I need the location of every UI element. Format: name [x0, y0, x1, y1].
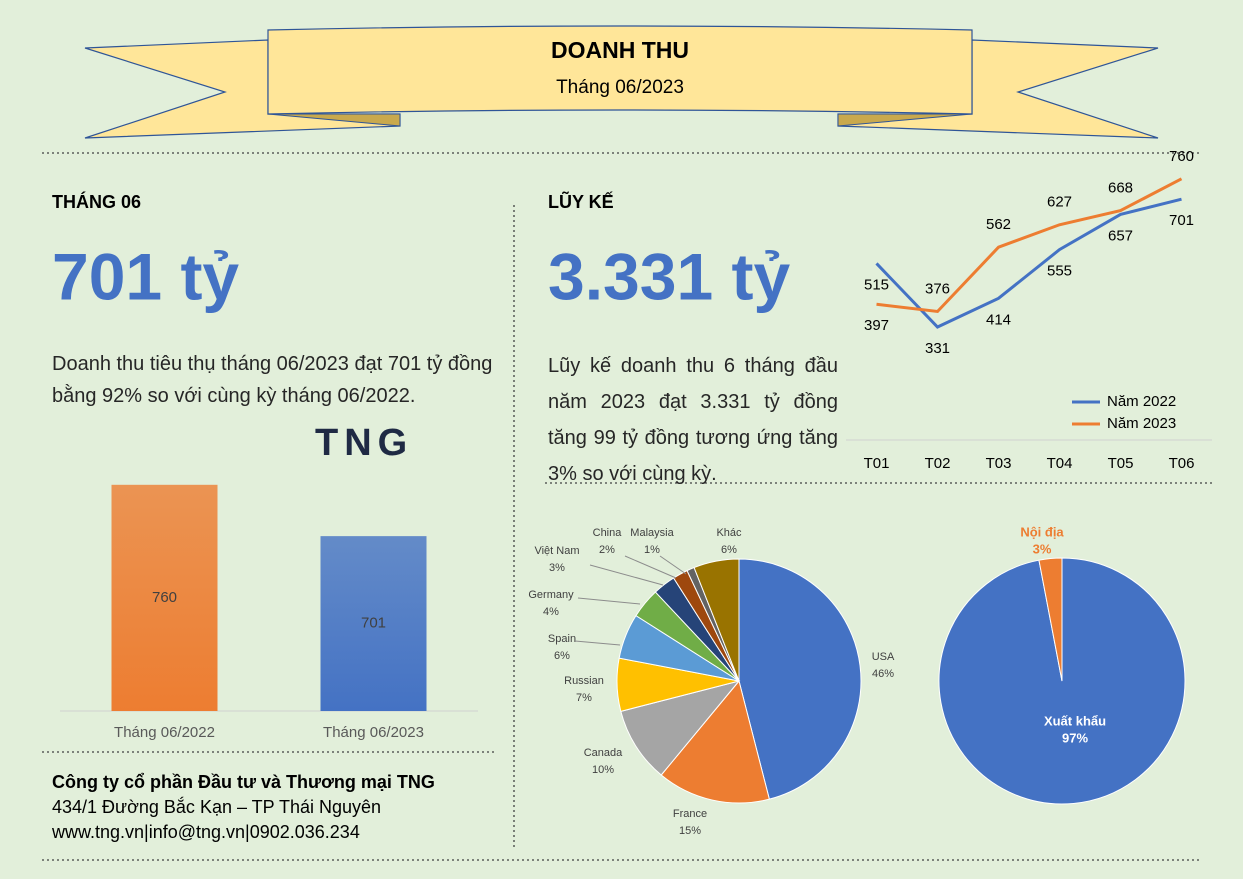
- pie-label: Khác: [716, 527, 742, 539]
- leader-line: [624, 555, 677, 579]
- pie-slice: [620, 680, 741, 776]
- data-label: 760: [1169, 148, 1194, 165]
- data-label: 627: [1047, 194, 1072, 211]
- pie-slice: [738, 558, 862, 800]
- address: 434/1 Đường Bắc Kạn – TP Thái Nguyên: [52, 796, 381, 817]
- logo: TNG: [315, 422, 413, 464]
- pie-value-label: 3%: [1033, 541, 1052, 556]
- banner: [84, 25, 1159, 139]
- pie-value-label: 46%: [872, 668, 894, 680]
- pie-label: Russian: [564, 675, 604, 687]
- data-label: 515: [864, 276, 889, 293]
- data-label: 760: [152, 589, 177, 606]
- kpi-value: 3.331 tỷ: [548, 239, 790, 313]
- data-label: 701: [361, 615, 386, 632]
- subtitle: Tháng 06/2023: [556, 77, 684, 98]
- pie-value-label: 3%: [549, 562, 565, 574]
- pie-label: Spain: [548, 633, 576, 645]
- pie-value-label: 7%: [576, 692, 592, 704]
- data-label: 414: [986, 311, 1011, 328]
- pie-label: Nội địa: [1020, 524, 1064, 539]
- pie-slice: [693, 558, 740, 682]
- legend-label: Năm 2023: [1107, 415, 1176, 432]
- kpi-value: 701 tỷ: [52, 239, 239, 313]
- company: Công ty cổ phần Đầu tư và Thương mại TNG: [52, 772, 435, 792]
- pie-label: Xuất khẩu: [1044, 713, 1106, 728]
- x-tick-label: Tháng 06/2022: [114, 724, 215, 741]
- data-label: 331: [925, 340, 950, 357]
- x-tick-label: T01: [864, 455, 890, 472]
- legend-label: Năm 2022: [1107, 393, 1176, 410]
- pie-value-label: 6%: [721, 544, 737, 556]
- pie-slice: [660, 679, 770, 804]
- pie-value-label: 2%: [599, 544, 615, 556]
- bar: [320, 536, 427, 711]
- line-series: [876, 177, 1183, 314]
- leader-line: [574, 640, 621, 646]
- pie-value-label: 15%: [679, 825, 701, 837]
- pie-label: France: [673, 808, 707, 820]
- pie-label: USA: [872, 651, 895, 663]
- pie-value-label: 6%: [554, 650, 570, 662]
- x-tick-label: Tháng 06/2023: [323, 724, 424, 741]
- leader-line: [589, 564, 664, 586]
- line-series: [875, 197, 1182, 329]
- data-label: 555: [1047, 263, 1072, 280]
- description: Doanh thu tiêu thụ tháng 06/2023 đạt 701…: [52, 353, 493, 407]
- section-heading: LŨY KẾ: [548, 191, 614, 212]
- pie-value-label: 10%: [592, 764, 614, 776]
- data-label: 701: [1169, 212, 1194, 229]
- bar: [111, 484, 218, 711]
- pie-value-label: 1%: [644, 544, 660, 556]
- pie-label: Việt Nam: [534, 545, 579, 557]
- x-tick-label: T05: [1108, 455, 1134, 472]
- pie-label: Malaysia: [630, 527, 674, 539]
- data-label: 397: [864, 317, 889, 334]
- pie-value-label: 97%: [1062, 730, 1088, 745]
- data-label: 376: [925, 280, 950, 297]
- description: Lũy kế doanh thu 6 tháng đầu năm 2023 đạ…: [548, 355, 838, 485]
- pie-label: China: [593, 527, 623, 539]
- x-tick-label: T06: [1169, 455, 1195, 472]
- contact: www.tng.vn|info@tng.vn|0902.036.234: [51, 822, 360, 842]
- x-tick-label: T03: [986, 455, 1012, 472]
- leader-line: [659, 555, 687, 575]
- leader-line: [577, 597, 641, 605]
- pie-label: Germany: [528, 589, 574, 601]
- x-tick-label: T04: [1047, 455, 1073, 472]
- data-label: 562: [986, 216, 1011, 233]
- pie-label: Canada: [584, 747, 623, 759]
- title: DOANH THU: [551, 37, 689, 63]
- pie-slice: [1038, 557, 1063, 682]
- x-tick-label: T02: [925, 455, 951, 472]
- pie-value-label: 4%: [543, 606, 559, 618]
- data-label: 668: [1108, 180, 1133, 197]
- section-heading: THÁNG 06: [52, 191, 141, 212]
- data-label: 657: [1108, 227, 1133, 244]
